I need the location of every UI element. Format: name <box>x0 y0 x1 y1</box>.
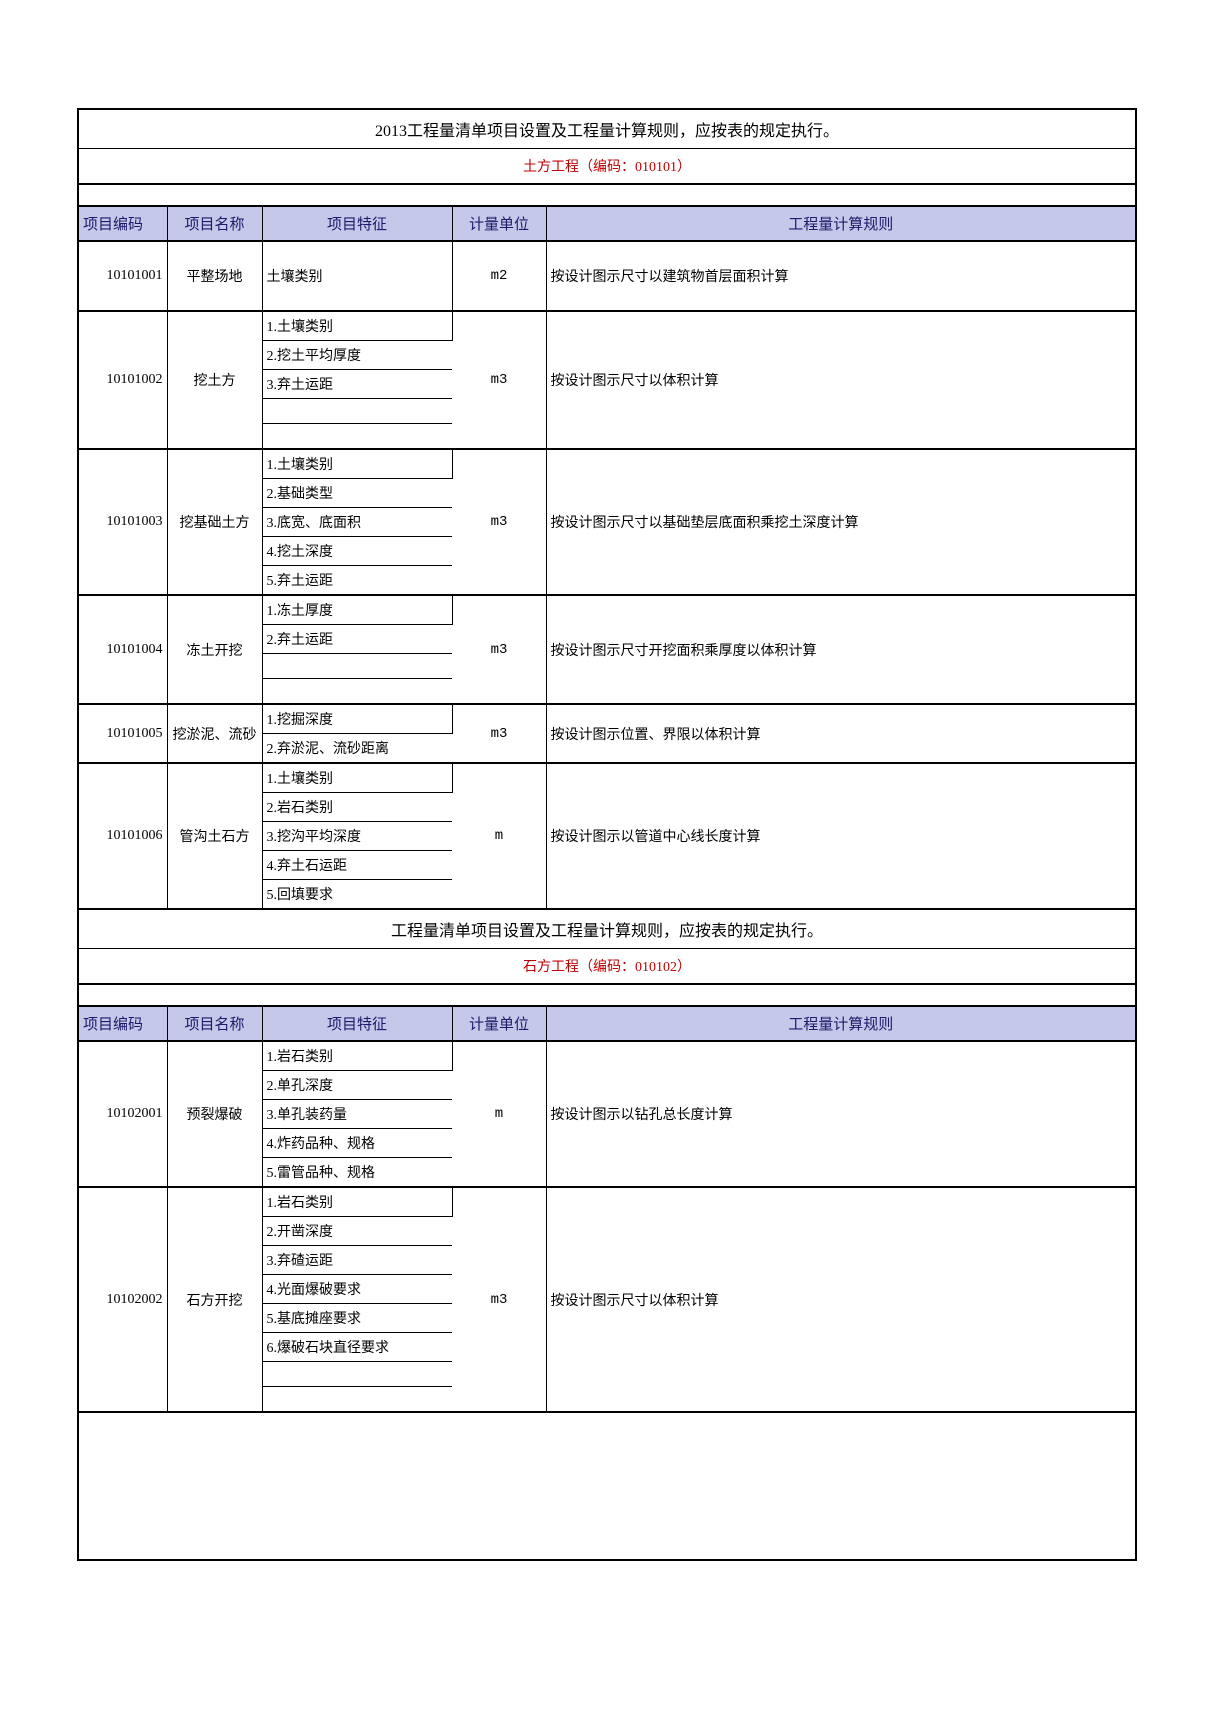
table-row: 10101001平整场地土壤类别m2按设计图示尺寸以建筑物首层面积计算 <box>79 241 1135 311</box>
cell-rule: 按设计图示尺寸以体积计算 <box>546 311 1135 449</box>
cell-unit: m2 <box>452 241 546 311</box>
bottom-padding <box>79 1413 1135 1561</box>
cell-feature: 2.岩石类别 <box>262 793 452 822</box>
cell-name: 挖淤泥、流砂 <box>167 704 262 763</box>
section2-table: 项目编码 项目名称 项目特征 计量单位 工程量计算规则 10102001预裂爆破… <box>79 1007 1135 1413</box>
cell-unit: m3 <box>452 449 546 595</box>
cell-feature: 2.弃土运距 <box>262 625 452 654</box>
cell-feature: 1.岩石类别 <box>262 1187 452 1217</box>
cell-feature: 4.挖土深度 <box>262 537 452 566</box>
col-header-code: 项目编码 <box>79 1007 167 1041</box>
col-header-rule: 工程量计算规则 <box>546 207 1135 241</box>
table-header-row: 项目编码 项目名称 项目特征 计量单位 工程量计算规则 <box>79 207 1135 241</box>
cell-name: 冻土开挖 <box>167 595 262 704</box>
cell-name: 石方开挖 <box>167 1187 262 1412</box>
col-header-feature: 项目特征 <box>262 207 452 241</box>
cell-feature: 5.弃土运距 <box>262 566 452 596</box>
cell-code: 10101006 <box>79 763 167 909</box>
cell-feature: 5.雷管品种、规格 <box>262 1158 452 1188</box>
section1-spacer <box>79 185 1135 207</box>
cell-name: 挖土方 <box>167 311 262 449</box>
cell-rule: 按设计图示尺寸以体积计算 <box>546 1187 1135 1412</box>
cell-rule: 按设计图示以钻孔总长度计算 <box>546 1041 1135 1187</box>
cell-feature: 5.基底摊座要求 <box>262 1304 452 1333</box>
section1-title: 2013工程量清单项目设置及工程量计算规则，应按表的规定执行。 <box>79 110 1135 149</box>
cell-feature: 5.回填要求 <box>262 880 452 910</box>
section2-title: 工程量清单项目设置及工程量计算规则，应按表的规定执行。 <box>79 910 1135 949</box>
cell-feature-blank <box>262 1362 452 1387</box>
cell-feature: 3.挖沟平均深度 <box>262 822 452 851</box>
cell-feature: 3.底宽、底面积 <box>262 508 452 537</box>
col-header-name: 项目名称 <box>167 207 262 241</box>
col-header-rule: 工程量计算规则 <box>546 1007 1135 1041</box>
cell-feature-blank <box>262 424 452 450</box>
cell-feature: 1.土壤类别 <box>262 449 452 479</box>
cell-unit: m <box>452 1041 546 1187</box>
cell-feature: 6.爆破石块直径要求 <box>262 1333 452 1362</box>
cell-feature: 2.单孔深度 <box>262 1071 452 1100</box>
cell-feature: 2.基础类型 <box>262 479 452 508</box>
cell-name: 管沟土石方 <box>167 763 262 909</box>
table-row: 10101003挖基础土方1.土壤类别m3按设计图示尺寸以基础垫层底面积乘挖土深… <box>79 449 1135 479</box>
col-header-name: 项目名称 <box>167 1007 262 1041</box>
section2-header: 石方工程（编码：010102） <box>79 949 1135 985</box>
cell-code: 10101003 <box>79 449 167 595</box>
cell-feature-blank <box>262 399 452 424</box>
cell-rule: 按设计图示尺寸开挖面积乘厚度以体积计算 <box>546 595 1135 704</box>
cell-feature: 1.土壤类别 <box>262 311 452 341</box>
cell-feature: 3.弃土运距 <box>262 370 452 399</box>
table-header-row: 项目编码 项目名称 项目特征 计量单位 工程量计算规则 <box>79 1007 1135 1041</box>
cell-feature: 2.弃淤泥、流砂距离 <box>262 734 452 764</box>
cell-unit: m3 <box>452 595 546 704</box>
cell-rule: 按设计图示尺寸以基础垫层底面积乘挖土深度计算 <box>546 449 1135 595</box>
cell-unit: m3 <box>452 704 546 763</box>
cell-name: 挖基础土方 <box>167 449 262 595</box>
cell-feature: 2.挖土平均厚度 <box>262 341 452 370</box>
cell-feature: 4.弃土石运距 <box>262 851 452 880</box>
cell-feature: 1.岩石类别 <box>262 1041 452 1071</box>
cell-name: 预裂爆破 <box>167 1041 262 1187</box>
cell-code: 10101002 <box>79 311 167 449</box>
table-row: 10101006管沟土石方1.土壤类别m按设计图示以管道中心线长度计算 <box>79 763 1135 793</box>
col-header-code: 项目编码 <box>79 207 167 241</box>
table-row: 10102001预裂爆破1.岩石类别m按设计图示以钻孔总长度计算 <box>79 1041 1135 1071</box>
cell-unit: m <box>452 763 546 909</box>
table-row: 10102002石方开挖1.岩石类别m3按设计图示尺寸以体积计算 <box>79 1187 1135 1217</box>
cell-unit: m3 <box>452 1187 546 1412</box>
cell-feature: 1.挖掘深度 <box>262 704 452 734</box>
cell-unit: m3 <box>452 311 546 449</box>
cell-feature: 土壤类别 <box>262 241 452 311</box>
table-row: 10101004冻土开挖1.冻土厚度m3按设计图示尺寸开挖面积乘厚度以体积计算 <box>79 595 1135 625</box>
section1-table: 项目编码 项目名称 项目特征 计量单位 工程量计算规则 10101001平整场地… <box>79 207 1135 910</box>
cell-feature-blank <box>262 679 452 705</box>
document-page: 2013工程量清单项目设置及工程量计算规则，应按表的规定执行。 土方工程（编码：… <box>77 108 1137 1561</box>
cell-feature-blank <box>262 654 452 679</box>
table-row: 10101005挖淤泥、流砂1.挖掘深度m3按设计图示位置、界限以体积计算 <box>79 704 1135 734</box>
cell-rule: 按设计图示尺寸以建筑物首层面积计算 <box>546 241 1135 311</box>
cell-feature: 2.开凿深度 <box>262 1217 452 1246</box>
cell-feature: 3.单孔装药量 <box>262 1100 452 1129</box>
cell-code: 10101004 <box>79 595 167 704</box>
cell-code: 10101001 <box>79 241 167 311</box>
cell-feature: 1.冻土厚度 <box>262 595 452 625</box>
cell-rule: 按设计图示位置、界限以体积计算 <box>546 704 1135 763</box>
cell-feature: 4.炸药品种、规格 <box>262 1129 452 1158</box>
col-header-unit: 计量单位 <box>452 1007 546 1041</box>
section2-spacer <box>79 985 1135 1007</box>
col-header-unit: 计量单位 <box>452 207 546 241</box>
cell-code: 10102002 <box>79 1187 167 1412</box>
cell-feature: 4.光面爆破要求 <box>262 1275 452 1304</box>
cell-name: 平整场地 <box>167 241 262 311</box>
cell-rule: 按设计图示以管道中心线长度计算 <box>546 763 1135 909</box>
col-header-feature: 项目特征 <box>262 1007 452 1041</box>
cell-feature: 1.土壤类别 <box>262 763 452 793</box>
cell-code: 10101005 <box>79 704 167 763</box>
cell-code: 10102001 <box>79 1041 167 1187</box>
cell-feature-blank <box>262 1387 452 1413</box>
cell-feature: 3.弃碴运距 <box>262 1246 452 1275</box>
table-row: 10101002挖土方1.土壤类别m3按设计图示尺寸以体积计算 <box>79 311 1135 341</box>
section1-header: 土方工程（编码：010101） <box>79 149 1135 185</box>
